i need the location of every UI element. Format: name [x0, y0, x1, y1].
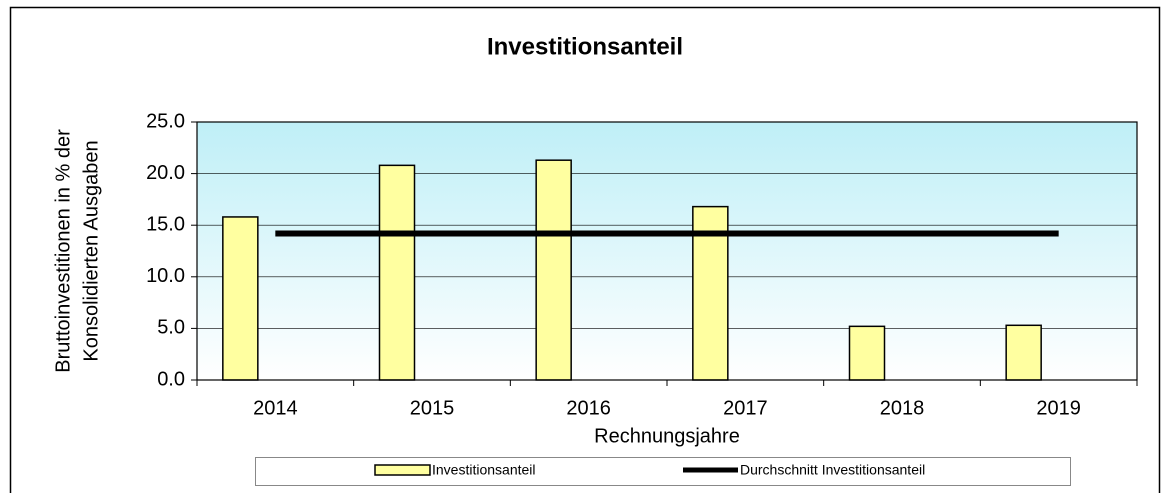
y-tick-label: 0.0: [157, 368, 185, 390]
bar: [378, 164, 416, 381]
y-tick-label: 5.0: [157, 317, 185, 339]
x-tick-label: 2015: [410, 397, 455, 419]
x-tick-label: 2018: [880, 397, 925, 419]
plot-border: [196, 121, 1138, 381]
bar: [535, 159, 572, 381]
plot-area: [197, 122, 1137, 380]
legend-label: Investitionsanteil: [432, 462, 536, 478]
y-tick-label: 20.0: [146, 162, 185, 184]
x-tick-label: 2014: [253, 397, 298, 419]
x-tick-label: 2019: [1036, 397, 1081, 419]
chart-title: Investitionsanteil: [487, 33, 683, 60]
legend-key: [374, 464, 431, 476]
bar: [848, 325, 886, 381]
bar: [222, 216, 259, 381]
y-axis-label: Bruttoinvestitionen in % der: [52, 129, 74, 373]
y-axis-label: Konsolidierten Ausgaben: [80, 140, 102, 361]
y-tick-label: 15.0: [146, 213, 185, 235]
x-tick-label: 2016: [566, 397, 611, 419]
y-tick-label: 25.0: [146, 110, 185, 132]
x-tick-label: 2017: [723, 397, 768, 419]
x-axis-label: Rechnungsjahre: [594, 425, 740, 447]
legend-label: Durchschnitt Investitionsanteil: [740, 462, 925, 478]
y-tick-label: 10.0: [146, 265, 185, 287]
bar: [1005, 324, 1042, 381]
